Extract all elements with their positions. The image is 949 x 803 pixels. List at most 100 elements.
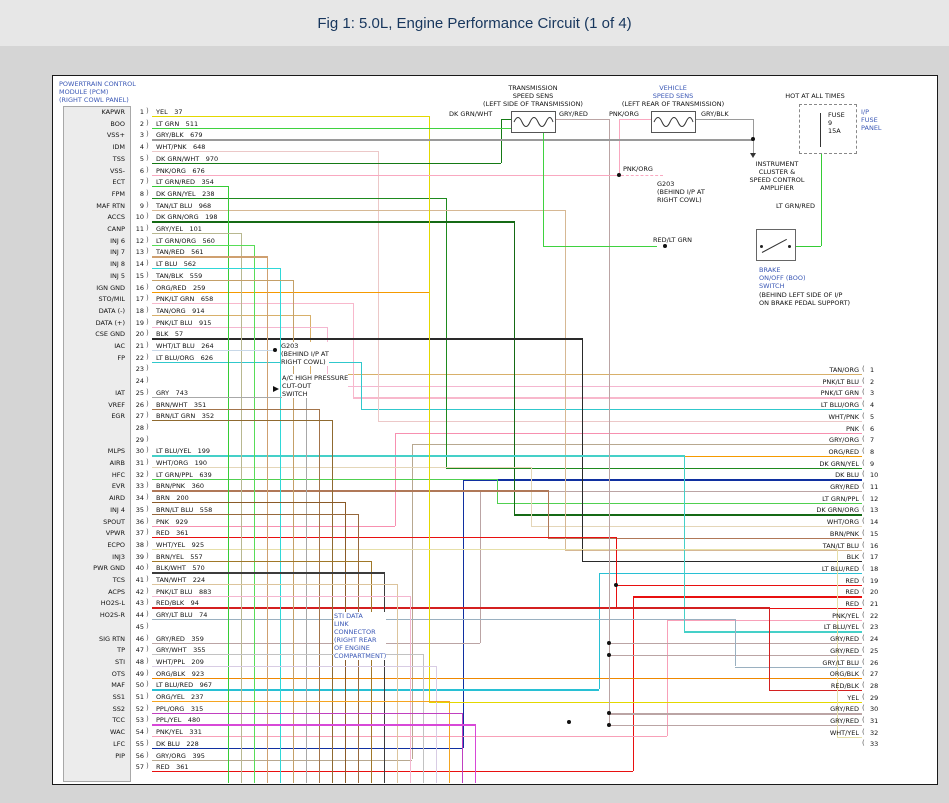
wire-segment (796, 246, 821, 248)
right-wire-label: RED/BLK (830, 681, 859, 690)
wire-label: PNK/ORG (609, 110, 639, 118)
wire-segment (752, 677, 754, 679)
pin-number: 44 (135, 611, 144, 620)
wire-segment (152, 642, 480, 644)
right-wire-label: WHT/YEL (829, 728, 859, 737)
wire-segment (353, 303, 355, 398)
wire-label: LT BLU/ORG 626 (156, 353, 214, 362)
wire-label: LT GRN/PPL 639 (156, 470, 212, 479)
pin-bracket: ) (146, 575, 149, 583)
wire-label: PPL/YEL 480 (156, 716, 201, 725)
pin-bracket: ) (146, 434, 149, 443)
right-wire-label: GRY/RED (830, 717, 859, 725)
wire-segment (543, 246, 657, 248)
pin-number: 30 (870, 705, 879, 714)
pin-bracket: ) (146, 422, 149, 431)
wire-segment (609, 713, 862, 715)
wire-segment (412, 444, 414, 760)
wire-label: WHT/PNK 648 (156, 143, 206, 152)
wire-segment (556, 119, 609, 121)
vehicle-sensor-title: VEHICLE (659, 84, 687, 92)
wire-label: YEL 37 (156, 108, 183, 116)
pin-number: 31 (870, 717, 879, 725)
g203-line: RIGHT COWL) (657, 196, 702, 204)
wire-segment (152, 221, 514, 223)
wire-label: BRN/YEL 557 (156, 552, 203, 561)
wire-segment (152, 724, 475, 726)
junction-dot (614, 582, 618, 587)
wire-label: BRN/PNK 360 (156, 482, 204, 491)
wire-segment (531, 526, 862, 528)
right-wire-label: LT BLU/RED (821, 564, 859, 573)
pin-bracket: ) (146, 504, 149, 513)
pin-number: 25 (870, 646, 879, 655)
pin-bracket: ) (146, 481, 149, 490)
wire-segment (619, 119, 651, 121)
pin-bracket: ) (146, 282, 149, 291)
pin-number: 21 (870, 600, 879, 608)
pin-number: 5 (139, 154, 144, 163)
right-wire-label: PNK/YEL (832, 611, 859, 620)
pin-bracket: ) (146, 341, 149, 349)
wire-segment (616, 537, 618, 585)
wire-label: DK BLU 228 (156, 739, 199, 748)
right-wire-label: BRN/PNK (829, 529, 859, 538)
pin-number: 34 (135, 494, 144, 503)
wire-label: WHT/ORG 190 (156, 459, 208, 467)
wire-label: GRY/ORG 395 (156, 751, 205, 760)
pin-bracket: ) (146, 645, 149, 654)
pin-bracket: ) (146, 539, 149, 548)
pin-number: 17 (135, 295, 144, 304)
wire-segment (449, 701, 451, 783)
wire-segment (412, 444, 862, 446)
wire-segment (582, 338, 584, 562)
wire-segment (152, 116, 429, 118)
wire-segment (397, 584, 399, 783)
ac-line: CUT-OUT (282, 382, 312, 390)
wire-segment (543, 127, 545, 246)
wire-segment (152, 701, 449, 703)
wire-segment (280, 268, 282, 783)
right-wire-label: TAN/ORG (829, 366, 859, 374)
wire-segment (480, 491, 862, 493)
pcm-pin-label: PIP (115, 751, 125, 760)
wire-segment (609, 119, 611, 725)
wire-segment (152, 525, 395, 527)
junction-dot (607, 711, 611, 716)
pcm-pin-label: MLPS (107, 447, 125, 456)
coil-icon (653, 117, 694, 127)
pin-bracket: ) (146, 305, 149, 314)
wire-segment (152, 162, 501, 165)
junction-dot (607, 723, 611, 727)
wire-label: TAN/LT BLU 968 (156, 201, 212, 210)
wire-segment (152, 420, 332, 422)
wire-segment (514, 514, 862, 516)
wire-label: GRY/YEL 101 (156, 225, 202, 233)
pin-bracket: ) (146, 493, 149, 502)
right-wire-label: GRY/RED (830, 646, 859, 655)
pcm-pin-label: SS2 (112, 704, 125, 713)
pin-number: 24 (135, 377, 144, 386)
pin-number: 9 (139, 201, 144, 210)
wire-segment (429, 116, 431, 702)
pin-bracket: ( (862, 411, 865, 420)
pin-bracket: ( (862, 365, 865, 373)
pin-number: 24 (870, 635, 879, 644)
pin-number: 4 (139, 143, 144, 152)
pin-bracket: ) (146, 270, 149, 279)
pin-bracket: ( (862, 563, 865, 572)
pin-bracket: ) (146, 738, 149, 747)
wire-segment (293, 279, 295, 783)
wire-segment (514, 221, 516, 515)
pin-number: 29 (135, 435, 144, 444)
wire-segment (327, 385, 862, 387)
pin-number: 5 (870, 412, 875, 421)
wire-segment (152, 490, 548, 492)
brake-switch-label: SWITCH (759, 282, 785, 290)
pcm-pin-label: INJ 4 (110, 505, 125, 514)
pin-bracket: ) (146, 177, 149, 186)
wire-segment (475, 724, 477, 783)
wire-segment (548, 490, 550, 538)
wire-segment (152, 151, 378, 153)
pin-bracket: ) (146, 329, 149, 338)
